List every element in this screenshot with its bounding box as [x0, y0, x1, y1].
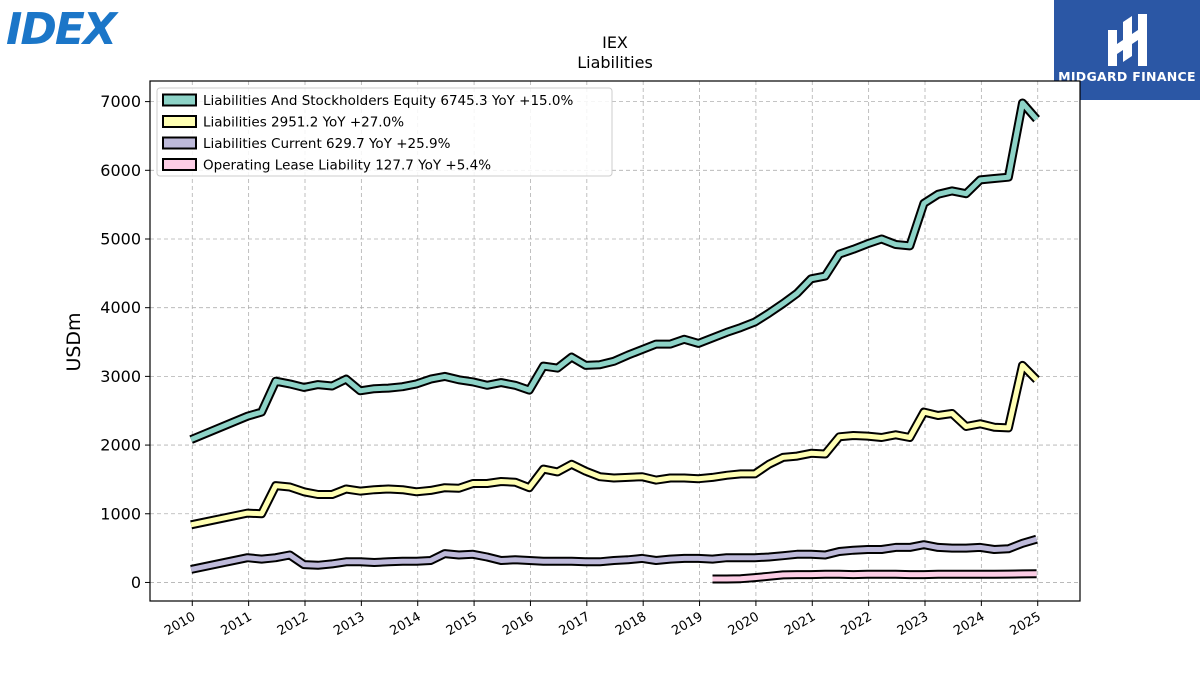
series-line-liabilities-current — [190, 536, 1038, 572]
legend-box — [156, 87, 613, 177]
x-tick-label: 2018 — [613, 609, 649, 639]
y-tick-label: 5000 — [100, 229, 141, 248]
y-tick-label: 2000 — [100, 436, 141, 455]
x-axis-ticks: 2010 2011 2012 2013 2014 2015 2016 2017 2018 2019… — [162, 601, 1044, 639]
y-tick-label: 3000 — [100, 367, 141, 386]
x-tick-label: 2022 — [838, 609, 874, 639]
x-tick-label: 2024 — [951, 609, 987, 639]
midgard-logo-mark-icon — [1108, 14, 1147, 66]
x-tick-label: 2023 — [895, 609, 931, 639]
x-tick-label: 2016 — [500, 609, 536, 639]
x-tick-label: 2010 — [162, 609, 198, 639]
chart-subtitle: Liabilities — [577, 53, 653, 72]
x-tick-label: 2017 — [557, 609, 593, 639]
x-tick-label: 2011 — [218, 609, 254, 639]
series-line-operating-lease-liability — [712, 571, 1037, 582]
legend-entry-liabilities-current: Liabilities Current 629.7 YoY +25.9% — [203, 136, 451, 152]
legend-swatch-operating-lease-liability — [162, 158, 197, 171]
y-tick-label: 1000 — [100, 504, 141, 523]
legend-swatch-liabilities-current — [162, 136, 197, 150]
chart-title: IEX — [602, 33, 628, 52]
series-line-liabilities — [190, 362, 1039, 528]
x-tick-label: 2012 — [275, 609, 311, 639]
y-tick-label: 6000 — [100, 161, 141, 180]
legend-swatch-liabilities-and-stockholders-equity — [162, 93, 197, 107]
plot-frame — [149, 80, 1081, 602]
y-axis-label: USDm — [63, 312, 85, 371]
x-tick-label: 2019 — [669, 609, 705, 639]
idex-logo-text: IDEX — [6, 4, 119, 55]
y-tick-label: 4000 — [100, 298, 141, 317]
legend-swatch-liabilities — [162, 115, 197, 128]
series-layer — [189, 98, 1040, 584]
legend-entry-liabilities-and-stockholders-equity: Liabilities And Stockholders Equity 6745… — [203, 93, 573, 109]
x-tick-label: 2015 — [444, 609, 480, 639]
legend: Liabilities And Stockholders Equity 6745… — [156, 87, 613, 177]
legend-entry-operating-lease-liability: Operating Lease Liability 127.7 YoY +5.4… — [203, 158, 491, 174]
y-tick-label: 0 — [131, 573, 141, 592]
midgard-logo-text: MIDGARD FINANCE — [1058, 69, 1196, 84]
y-tick-label: 7000 — [100, 92, 141, 111]
legend-entry-liabilities: Liabilities 2951.2 YoY +27.0% — [203, 115, 404, 131]
x-tick-label: 2013 — [331, 609, 367, 639]
idex-logo: IDEX — [6, 4, 121, 55]
x-tick-label: 2020 — [726, 609, 762, 639]
y-axis-ticks: 0 1000 2000 3000 4000 5000 6000 7000 — [100, 92, 150, 592]
series-line-liabilities-and-stockholders-equity — [190, 100, 1039, 442]
x-tick-label: 2021 — [782, 609, 818, 639]
x-tick-label: 2014 — [388, 609, 424, 639]
x-tick-label: 2025 — [1008, 609, 1044, 639]
